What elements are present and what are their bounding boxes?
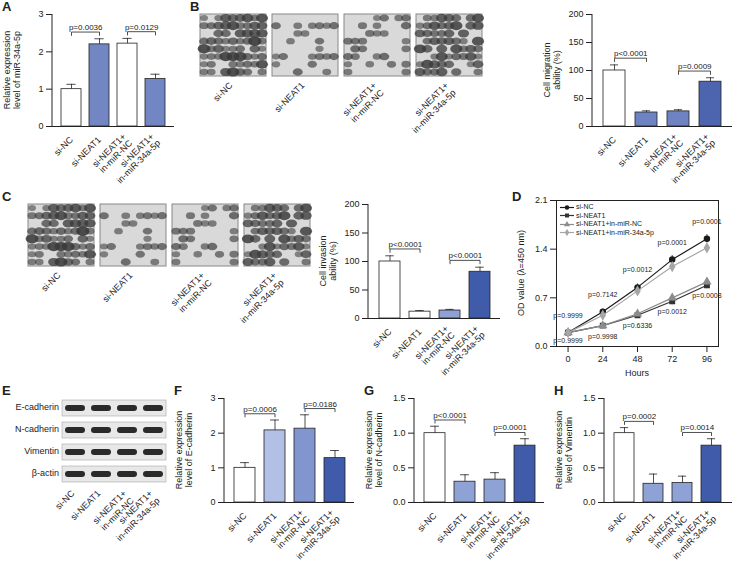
svg-text:si-NEAT1: si-NEAT1 — [273, 80, 307, 114]
svg-text:0.5: 0.5 — [583, 463, 596, 473]
svg-text:si-NEAT1+in-miR-34a-5p: si-NEAT1+in-miR-34a-5p — [288, 508, 342, 562]
svg-text:si-NEAT1+in-miR-34a-5p: si-NEAT1+in-miR-34a-5p — [433, 324, 487, 378]
svg-text:48: 48 — [632, 354, 642, 364]
svg-text:Cell migrationability (%): Cell migrationability (%) — [542, 42, 562, 97]
svg-text:p=0.0036: p=0.0036 — [69, 23, 103, 32]
svg-text:24: 24 — [598, 354, 608, 364]
svg-text:3: 3 — [210, 393, 215, 403]
svg-text:si-NC: si-NC — [605, 510, 628, 533]
svg-text:p=0.0001: p=0.0001 — [658, 239, 687, 247]
svg-text:si-NC: si-NC — [595, 134, 618, 157]
svg-text:si-NEAT1+in-miR-34a-5p: si-NEAT1+in-miR-34a-5p — [478, 508, 532, 562]
svg-text:OD value (λ=450 nm): OD value (λ=450 nm) — [516, 230, 526, 316]
svg-text:Relative expressionlevel of Vi: Relative expressionlevel of Vimentin — [554, 411, 574, 490]
svg-text:0.0: 0.0 — [393, 497, 406, 507]
svg-text:si-NC: si-NC — [52, 134, 75, 157]
svg-text:Relative expressionlevel of mi: Relative expressionlevel of miR-34a-5p — [2, 31, 22, 110]
svg-text:0.0: 0.0 — [583, 497, 596, 507]
svg-text:si-NC: si-NC — [225, 510, 248, 533]
svg-text:si-NC: si-NC — [415, 510, 438, 533]
svg-text:96: 96 — [702, 354, 712, 364]
svg-text:Hours: Hours — [625, 368, 650, 378]
svg-text:p<0.0001: p<0.0001 — [433, 411, 467, 420]
svg-text:β-actin: β-actin — [32, 468, 59, 478]
svg-text:1.0: 1.0 — [393, 428, 406, 438]
svg-text:p<0.0001: p<0.0001 — [614, 49, 648, 58]
svg-text:si-NEAT1: si-NEAT1 — [101, 270, 135, 304]
svg-text:p=0.0001: p=0.0001 — [692, 218, 721, 226]
svg-text:150: 150 — [568, 37, 583, 47]
svg-text:p=0.0012: p=0.0012 — [658, 308, 687, 316]
svg-text:si-NEAT1+in-miR-34a-5p: si-NEAT1+in-miR-34a-5p — [403, 80, 458, 135]
svg-text:100: 100 — [344, 256, 359, 266]
svg-text:2.1: 2.1 — [535, 195, 548, 205]
svg-text:72: 72 — [667, 354, 677, 364]
svg-text:p=0.0008: p=0.0008 — [692, 292, 721, 300]
svg-text:2: 2 — [38, 47, 43, 57]
svg-text:p<0.0001: p<0.0001 — [449, 251, 483, 260]
svg-text:p=0.9998: p=0.9998 — [588, 333, 617, 341]
svg-text:1.0: 1.0 — [583, 428, 596, 438]
svg-text:Relative expressionlevel of N-: Relative expressionlevel of N-cadherin — [364, 411, 384, 490]
svg-text:p<0.0001: p<0.0001 — [389, 240, 423, 249]
svg-text:0.7: 0.7 — [535, 293, 548, 303]
svg-text:0: 0 — [38, 121, 43, 131]
svg-text:p=0.0129: p=0.0129 — [125, 23, 159, 32]
svg-text:1.5: 1.5 — [583, 393, 596, 403]
svg-text:100: 100 — [568, 65, 583, 75]
svg-text:50: 50 — [349, 285, 359, 295]
svg-text:si-NEAT1+in-miR-NC: si-NEAT1+in-miR-NC — [341, 80, 386, 125]
svg-text:p=0.9999: p=0.9999 — [553, 337, 582, 345]
svg-text:0: 0 — [566, 354, 571, 364]
svg-text:1: 1 — [210, 463, 215, 473]
svg-text:0: 0 — [210, 497, 215, 507]
svg-text:1.4: 1.4 — [535, 244, 548, 254]
svg-text:0: 0 — [578, 121, 583, 131]
svg-text:150: 150 — [344, 228, 359, 238]
svg-text:p=0.0009: p=0.0009 — [678, 62, 712, 71]
svg-text:1: 1 — [38, 84, 43, 94]
svg-text:si-NC: si-NC — [370, 326, 393, 349]
svg-text:p=0.9999: p=0.9999 — [553, 312, 582, 320]
svg-text:si-NEAT1+in-miR-34a-5p: si-NEAT1+in-miR-34a-5p — [664, 508, 718, 562]
svg-text:si-NC: si-NC — [39, 270, 62, 293]
svg-text:200: 200 — [568, 9, 583, 19]
svg-text:2: 2 — [210, 428, 215, 438]
svg-text:si-NEAT1+in-miR-34a-5p: si-NEAT1+in-miR-34a-5p — [231, 270, 286, 325]
svg-text:0: 0 — [354, 313, 359, 323]
svg-text:si-NEAT1+in-miR-34a-5p: si-NEAT1+in-miR-34a-5p — [663, 132, 717, 186]
svg-text:N-cadherin: N-cadherin — [15, 424, 59, 434]
svg-text:Vimentin: Vimentin — [24, 446, 59, 456]
svg-text:p=0.7142: p=0.7142 — [588, 291, 617, 299]
svg-text:si-NC: si-NC — [53, 488, 76, 511]
svg-text:si-NEAT1+in-miR-34a-5p: si-NEAT1+in-miR-34a-5p — [108, 132, 162, 186]
svg-text:p=0.6336: p=0.6336 — [623, 322, 652, 330]
svg-text:si-NEAT1+in-miR-34a-5p: si-NEAT1+in-miR-34a-5p — [107, 488, 162, 543]
svg-text:E-cadherin: E-cadherin — [15, 402, 59, 412]
svg-text:p=0.0186: p=0.0186 — [303, 400, 337, 409]
svg-text:p=0.0006: p=0.0006 — [243, 405, 277, 414]
svg-text:p=0.0002: p=0.0002 — [623, 412, 657, 421]
svg-text:Relative expressionlevel of E-: Relative expressionlevel of E-cadherin — [174, 411, 194, 490]
svg-text:si-NC: si-NC — [211, 80, 234, 103]
svg-text:3: 3 — [38, 9, 43, 19]
svg-text:50: 50 — [573, 93, 583, 103]
svg-text:0.0: 0.0 — [535, 341, 548, 351]
svg-text:p=0.0001: p=0.0001 — [493, 423, 527, 432]
svg-text:p=0.0012: p=0.0012 — [623, 266, 652, 274]
svg-text:si-NEAT1+in-miR-NC: si-NEAT1+in-miR-NC — [169, 270, 214, 315]
svg-text:Cell invasionability (%): Cell invasionability (%) — [318, 235, 338, 286]
svg-text:0.5: 0.5 — [393, 463, 406, 473]
svg-text:p=0.0014: p=0.0014 — [681, 423, 715, 432]
svg-text:1.5: 1.5 — [393, 393, 406, 403]
svg-text:200: 200 — [344, 199, 359, 209]
